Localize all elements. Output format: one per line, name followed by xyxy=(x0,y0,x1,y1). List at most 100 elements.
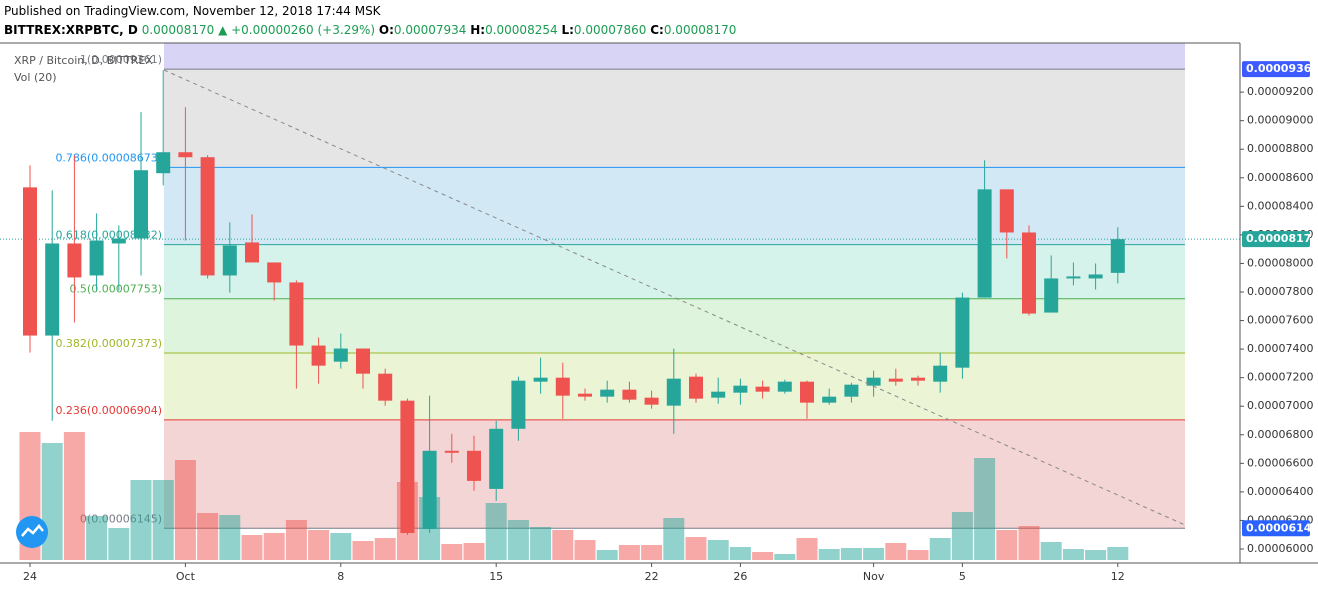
volume-bar xyxy=(1085,550,1107,560)
logo xyxy=(16,516,48,548)
volume-bar xyxy=(707,540,729,560)
volume-bar xyxy=(130,480,152,560)
trend-line xyxy=(163,69,1186,526)
y-tick-label: 0.00008800 xyxy=(1247,142,1313,155)
symbol: BITTREX:XRPBTC, D xyxy=(4,23,138,37)
candle-body xyxy=(511,380,526,429)
fib-zone xyxy=(164,244,1185,299)
volume-bar xyxy=(1040,542,1062,560)
h: 0.00008254 xyxy=(485,23,558,37)
volume-bar xyxy=(574,540,596,560)
fib-label: 0.5(0.00007753) xyxy=(69,283,162,296)
candle-body xyxy=(777,381,792,392)
candle-body xyxy=(888,378,903,382)
price-marker-label: 0.00009361 xyxy=(1246,62,1318,75)
volume-bar xyxy=(885,543,907,560)
candle-body xyxy=(422,450,437,530)
price-marker xyxy=(1242,231,1310,248)
candle-body xyxy=(822,396,837,403)
candle-body xyxy=(178,152,193,158)
fib-label: 0.786(0.00008673) xyxy=(55,151,162,164)
y-tick-label: 0.00008000 xyxy=(1247,256,1313,269)
candle-body xyxy=(555,377,570,396)
volume-bar xyxy=(1062,549,1084,560)
volume-bar xyxy=(729,547,751,560)
candle-body xyxy=(400,400,415,534)
c: 0.00008170 xyxy=(663,23,737,37)
y-tick-label: 0.00009200 xyxy=(1247,85,1313,98)
volume-bar xyxy=(996,530,1018,560)
volume-bar xyxy=(641,545,663,560)
fib-zone xyxy=(164,43,1185,70)
fib-label: 0.382(0.00007373) xyxy=(55,337,162,350)
candle-body xyxy=(1022,232,1036,314)
x-tick-label: 24 xyxy=(23,570,37,583)
x-tick-label: 22 xyxy=(645,570,659,583)
volume-bar xyxy=(796,538,818,560)
volume-bar xyxy=(374,538,396,560)
volume-bar xyxy=(41,443,63,560)
fib-zone xyxy=(164,298,1185,353)
volume-bar xyxy=(263,533,285,560)
x-tick-label: Oct xyxy=(176,570,196,583)
o: 0.00007934 xyxy=(393,23,467,37)
volume-bar xyxy=(219,515,241,560)
volume-bar xyxy=(618,545,640,560)
x-tick-label: Nov xyxy=(863,570,885,583)
volume-bar xyxy=(752,552,774,560)
volume-bar xyxy=(441,544,463,560)
candle-body xyxy=(689,376,703,399)
volume-bar xyxy=(552,530,574,560)
volume-bar xyxy=(241,535,263,560)
volume-bar xyxy=(818,549,840,560)
fib-zone xyxy=(164,69,1185,168)
fib-label: 1(0.00009361) xyxy=(80,53,162,66)
volume-bar xyxy=(596,550,618,560)
x-tick-label: 26 xyxy=(733,570,747,583)
y-tick-label: 0.00008600 xyxy=(1247,171,1313,184)
candle-body xyxy=(800,381,814,403)
candle-body xyxy=(600,389,615,397)
volume-bar xyxy=(352,541,374,560)
volume-bar xyxy=(685,537,707,560)
volume-bar xyxy=(1018,526,1040,560)
volume-bar xyxy=(152,480,174,560)
fib-label: 0.236(0.00006904) xyxy=(55,404,162,417)
candle-body xyxy=(844,384,859,397)
h-label: H: xyxy=(470,23,486,37)
candle-body xyxy=(23,187,37,336)
last: 0.00008170 xyxy=(141,23,215,37)
candle-body xyxy=(955,297,970,368)
candle-body xyxy=(89,240,104,276)
x-tick-label: 8 xyxy=(337,570,344,583)
volume-bar xyxy=(197,513,219,560)
volume-bar xyxy=(974,458,996,560)
price-marker xyxy=(1242,61,1310,78)
candle-body xyxy=(134,170,148,239)
volume-bar xyxy=(485,503,507,560)
y-tick-label: 0.00007600 xyxy=(1247,314,1313,327)
y-tick-label: 0.00006800 xyxy=(1247,428,1313,441)
candle-body xyxy=(578,393,592,397)
price-marker xyxy=(1242,520,1310,537)
candle-body xyxy=(222,245,237,276)
candle-body xyxy=(333,348,348,362)
candle-body xyxy=(200,157,215,276)
volume-bar xyxy=(330,533,352,560)
price-marker-label: 0.00008170 xyxy=(1246,232,1318,245)
candle-body xyxy=(311,345,326,366)
c-label: C: xyxy=(650,23,664,37)
fib-zone xyxy=(164,419,1185,529)
volume-bar xyxy=(463,543,485,560)
volume-bar xyxy=(174,460,196,560)
candle-body xyxy=(1088,274,1103,279)
candle-body xyxy=(755,386,770,392)
candle-body xyxy=(1110,239,1125,273)
candle-body xyxy=(156,152,171,174)
candle-body xyxy=(67,243,82,278)
candle-body xyxy=(289,282,304,346)
l: 0.00007860 xyxy=(573,23,647,37)
volume-bar xyxy=(63,432,85,560)
